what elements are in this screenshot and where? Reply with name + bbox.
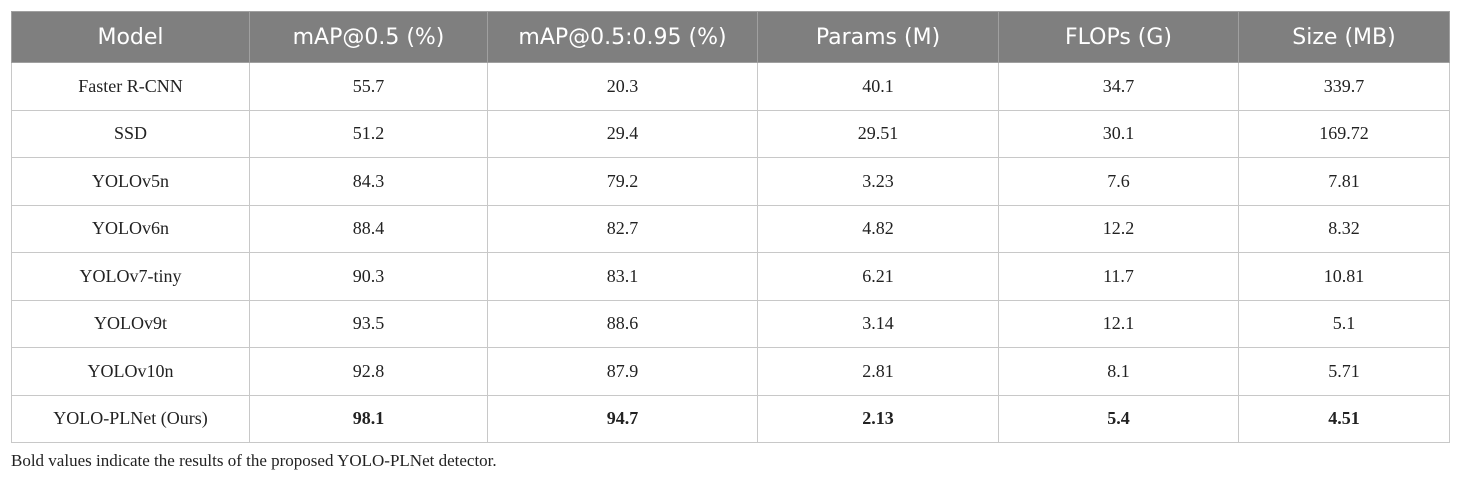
results-table: Model mAP@0.5 (%) mAP@0.5:0.95 (%) Params (… [11,11,1450,443]
value-cell: 30.1 [998,109,1239,158]
header-cell: Params (M) [757,11,999,63]
value-cell: 29.51 [757,109,999,158]
model-cell: YOLOv7-tiny [11,252,250,301]
table-header: Model mAP@0.5 (%) mAP@0.5:0.95 (%) Params (… [11,11,1450,63]
value-cell: 29.4 [487,109,758,158]
value-cell: 8.32 [1238,204,1450,253]
value-cell: 84.3 [249,157,488,206]
table-row: YOLOv9t 93.5 88.6 3.14 12.1 5.1 [11,299,1450,348]
value-cell: 5.1 [1238,299,1450,348]
value-cell: 90.3 [249,252,488,301]
value-cell: 3.23 [757,157,999,206]
table-body: Faster R-CNN 55.7 20.3 40.1 34.7 339.7 SSD 51.2… [11,62,1450,443]
model-cell: YOLO-PLNet (Ours) [11,394,250,443]
model-cell: YOLOv5n [11,157,250,206]
value-cell: 34.7 [998,62,1239,111]
value-cell: 5.4 [998,394,1239,443]
footnote: Bold values indicate the results of the … [11,451,497,470]
value-cell: 169.72 [1238,109,1450,158]
model-cell: YOLOv6n [11,204,250,253]
model-cell: YOLOv9t [11,299,250,348]
value-cell: 4.51 [1238,394,1450,443]
model-cell: SSD [11,109,250,158]
value-cell: 5.71 [1238,347,1450,396]
value-cell: 339.7 [1238,62,1450,111]
table-row: YOLOv5n 84.3 79.2 3.23 7.6 7.81 [11,157,1450,206]
value-cell: 11.7 [998,252,1239,301]
table-row: SSD 51.2 29.4 29.51 30.1 169.72 [11,109,1450,158]
value-cell: 94.7 [487,394,758,443]
value-cell: 55.7 [249,62,488,111]
value-cell: 92.8 [249,347,488,396]
table-row: YOLOv10n 92.8 87.9 2.81 8.1 5.71 [11,347,1450,396]
value-cell: 82.7 [487,204,758,253]
value-cell: 10.81 [1238,252,1450,301]
value-cell: 87.9 [487,347,758,396]
value-cell: 2.13 [757,394,999,443]
value-cell: 7.81 [1238,157,1450,206]
value-cell: 88.6 [487,299,758,348]
table-row: YOLO-PLNet (Ours) 98.1 94.7 2.13 5.4 4.51 [11,394,1450,443]
table-row: YOLOv6n 88.4 82.7 4.82 12.2 8.32 [11,204,1450,253]
value-cell: 98.1 [249,394,488,443]
value-cell: 12.1 [998,299,1239,348]
model-cell: Faster R-CNN [11,62,250,111]
header-cell: mAP@0.5:0.95 (%) [487,11,758,63]
header-cell: Size (MB) [1238,11,1450,63]
table-row: YOLOv7-tiny 90.3 83.1 6.21 11.7 10.81 [11,252,1450,301]
value-cell: 2.81 [757,347,999,396]
value-cell: 8.1 [998,347,1239,396]
value-cell: 83.1 [487,252,758,301]
header-row: Model mAP@0.5 (%) mAP@0.5:0.95 (%) Params (… [11,11,1450,63]
model-cell: YOLOv10n [11,347,250,396]
value-cell: 12.2 [998,204,1239,253]
value-cell: 7.6 [998,157,1239,206]
value-cell: 4.82 [757,204,999,253]
value-cell: 6.21 [757,252,999,301]
table-row: Faster R-CNN 55.7 20.3 40.1 34.7 339.7 [11,62,1450,111]
value-cell: 3.14 [757,299,999,348]
header-cell: FLOPs (G) [998,11,1239,63]
value-cell: 93.5 [249,299,488,348]
value-cell: 20.3 [487,62,758,111]
value-cell: 79.2 [487,157,758,206]
value-cell: 40.1 [757,62,999,111]
value-cell: 88.4 [249,204,488,253]
value-cell: 51.2 [249,109,488,158]
header-cell: Model [11,11,250,63]
header-cell: mAP@0.5 (%) [249,11,488,63]
